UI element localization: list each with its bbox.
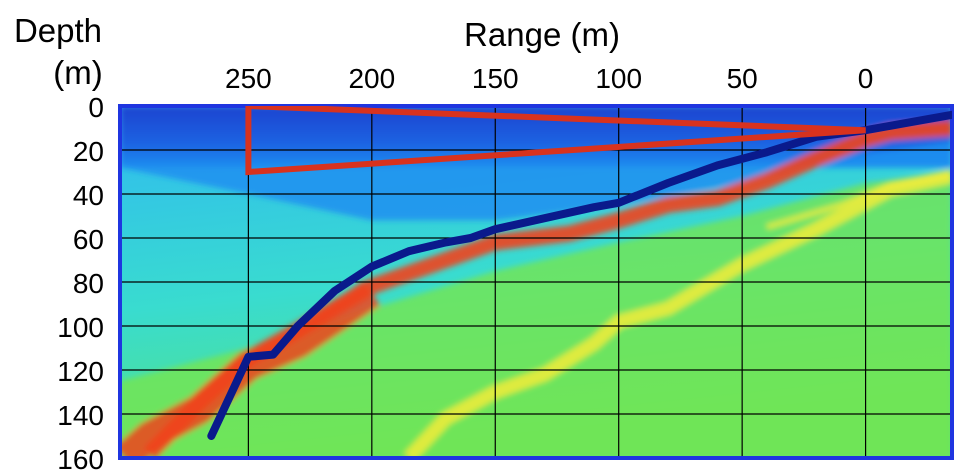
- grid-lines: [120, 106, 952, 458]
- y-tick-label: 20: [73, 136, 104, 167]
- y-tick-label: 140: [57, 400, 104, 431]
- x-tick-label: 250: [225, 63, 272, 94]
- y-tick-label: 160: [57, 444, 104, 473]
- x-tick-label: 100: [595, 63, 642, 94]
- x-tick-labels: 250 200 150 100 50 0: [225, 63, 873, 94]
- x-tick-label: 50: [727, 63, 758, 94]
- y-tick-label: 60: [73, 224, 104, 255]
- y-tick-label: 80: [73, 268, 104, 299]
- y-tick-labels: 0 20 40 60 80 100 120 140 160: [57, 92, 104, 473]
- x-axis-label: Range (m): [464, 16, 620, 53]
- overlays: [207, 106, 952, 440]
- water-column-band: [120, 141, 952, 221]
- red-wedge: [245, 106, 866, 176]
- y-axis-label-line2: (m): [53, 54, 102, 91]
- y-tick-label: 120: [57, 356, 104, 387]
- y-axis-label-line1: Depth: [14, 12, 102, 49]
- x-tick-label: 200: [348, 63, 395, 94]
- sediment-band: [120, 172, 952, 458]
- x-tick-label: 0: [858, 63, 874, 94]
- y-tick-label: 0: [88, 92, 104, 123]
- plot-frame: [118, 104, 954, 460]
- y-tick-label: 100: [57, 312, 104, 343]
- y-tick-label: 40: [73, 180, 104, 211]
- bottom-reflector-deep: [120, 280, 381, 458]
- x-tick-label: 150: [472, 63, 519, 94]
